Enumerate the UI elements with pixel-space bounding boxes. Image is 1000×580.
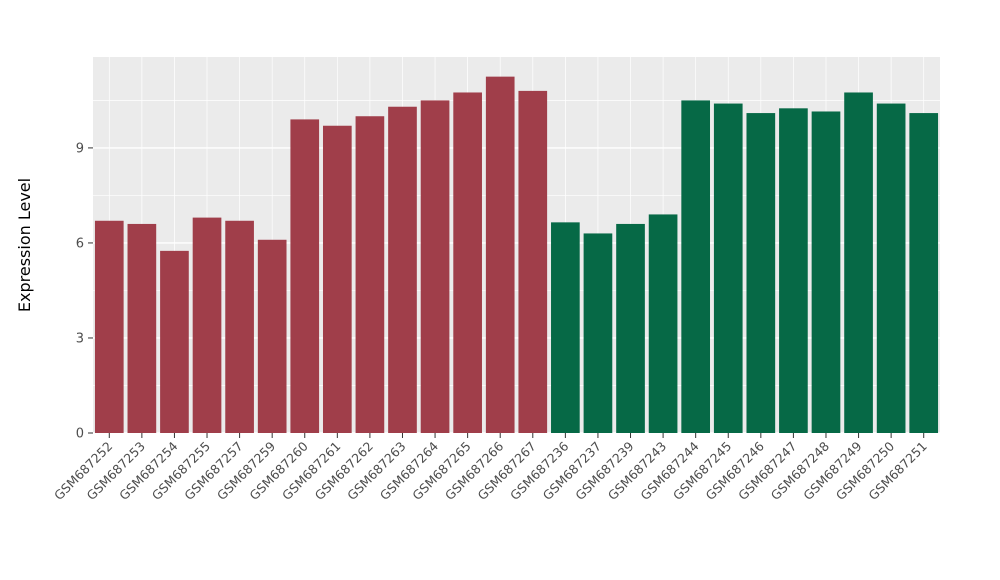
bar bbox=[909, 113, 939, 433]
y-tick-label: 3 bbox=[76, 331, 84, 346]
bar bbox=[811, 111, 841, 433]
bar bbox=[160, 250, 189, 433]
bar bbox=[713, 103, 743, 433]
y-tick-label: 9 bbox=[76, 141, 84, 156]
bar bbox=[746, 113, 776, 433]
y-axis-title: Expression Level bbox=[15, 178, 34, 312]
y-tick-label: 6 bbox=[76, 236, 84, 251]
bar bbox=[844, 92, 873, 433]
bar bbox=[388, 106, 417, 433]
bar bbox=[681, 100, 711, 434]
bar bbox=[322, 125, 352, 434]
bar bbox=[257, 239, 287, 433]
bar bbox=[616, 223, 645, 433]
bar bbox=[225, 220, 254, 433]
bar bbox=[779, 108, 808, 433]
bar bbox=[94, 220, 124, 433]
y-tick-label: 0 bbox=[76, 427, 84, 442]
bar bbox=[485, 76, 515, 433]
bar bbox=[876, 103, 906, 433]
bar bbox=[192, 217, 222, 433]
bar bbox=[355, 116, 385, 434]
bar bbox=[648, 214, 678, 433]
bar bbox=[453, 92, 482, 433]
bar bbox=[420, 100, 450, 434]
bar bbox=[290, 119, 320, 434]
bar bbox=[127, 223, 157, 433]
bar bbox=[551, 222, 580, 433]
bar bbox=[583, 233, 613, 433]
bar bbox=[518, 90, 548, 433]
